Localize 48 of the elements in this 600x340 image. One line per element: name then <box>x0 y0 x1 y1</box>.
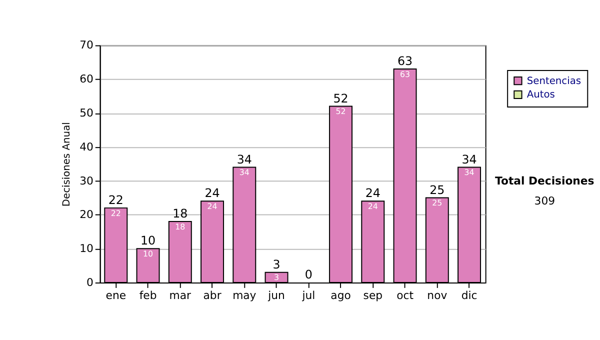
y-tick-label: 50 <box>80 106 94 120</box>
y-tick-label: 10 <box>80 242 94 256</box>
y-tick-label: 40 <box>80 140 94 154</box>
total-label: 10 <box>140 234 156 248</box>
data-label: 63 <box>400 70 410 79</box>
total-label: 22 <box>108 192 124 207</box>
legend-label: Sentencias <box>526 76 582 87</box>
total-label: 63 <box>397 54 413 68</box>
total-label: 24 <box>365 186 380 200</box>
data-label: 24 <box>368 202 378 212</box>
x-tick-label: abr <box>203 288 222 302</box>
total-label: 0 <box>304 268 312 282</box>
data-label: 3 <box>274 273 280 282</box>
data-label: 18 <box>175 222 186 232</box>
y-axis-title: Decisiones Anual <box>62 122 73 207</box>
total-label: 25 <box>430 182 445 197</box>
data-label: 34 <box>239 168 250 178</box>
total-label: 34 <box>236 152 252 166</box>
data-label: 24 <box>207 202 218 212</box>
x-tick-label: dic <box>461 288 478 302</box>
x-tick-label: feb <box>139 288 157 302</box>
y-tick-label: 30 <box>80 174 94 188</box>
data-label: 25 <box>432 198 442 208</box>
total-label: 24 <box>204 186 220 200</box>
data-label: 10 <box>143 250 154 259</box>
x-tick-label: ene <box>106 288 126 302</box>
data-label: 22 <box>110 208 121 218</box>
text: 309 <box>534 194 556 208</box>
total-label: 18 <box>172 206 188 221</box>
total-label: 3 <box>272 257 280 272</box>
y-tick-label: 60 <box>80 72 94 86</box>
data-label: 52 <box>336 107 346 116</box>
legend-label: Autos <box>526 90 555 101</box>
text: Total Decisiones <box>495 174 594 188</box>
x-tick-label: oct <box>396 288 414 302</box>
total-label: 52 <box>333 91 348 106</box>
data-label: 34 <box>464 168 474 178</box>
y-tick-label: 0 <box>86 276 94 289</box>
x-tick-label: ago <box>330 288 352 302</box>
y-tick-label: 20 <box>80 208 94 222</box>
x-tick-label: nov <box>427 288 448 302</box>
total-label: 34 <box>462 152 477 166</box>
y-tick-label: 70 <box>80 38 94 52</box>
x-tick-label: jul <box>301 288 316 302</box>
x-tick-label: may <box>232 288 257 302</box>
x-tick-label: sep <box>363 288 383 302</box>
x-tick-label: mar <box>169 288 192 302</box>
x-tick-label: jun <box>267 288 285 302</box>
